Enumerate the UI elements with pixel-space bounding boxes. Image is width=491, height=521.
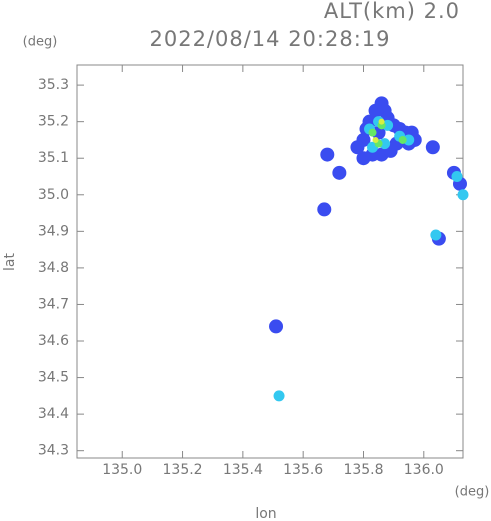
y-tick-label: 34.4 [38, 406, 69, 422]
echo-point [457, 189, 469, 201]
y-tick-label: 35.3 [38, 77, 69, 93]
echo-point [382, 119, 394, 131]
echo-point [332, 165, 347, 180]
echo-point [273, 390, 285, 402]
echo-point [317, 202, 332, 217]
plot-frame [76, 64, 464, 459]
echo-point [368, 128, 377, 137]
echo-point [425, 140, 440, 155]
altitude-label: ALT(km) 2.0 [324, 0, 460, 23]
x-tick-label: 135.6 [283, 462, 323, 478]
x-unit: (deg) [455, 485, 490, 500]
x-tick-label: 136.0 [404, 462, 444, 478]
y-tick-label: 34.8 [38, 260, 69, 276]
y-tick-label: 35.1 [38, 150, 69, 166]
y-tick-label: 34.5 [38, 370, 69, 386]
echo-point [320, 147, 335, 162]
y-tick-label: 35.0 [38, 187, 69, 203]
y-axis-label: lat [2, 253, 18, 271]
y-tick-label: 34.7 [38, 296, 69, 312]
y-tick-label: 34.9 [38, 223, 69, 239]
echo-point [269, 319, 284, 334]
chart-title: 2022/08/14 20:28:19 [149, 27, 390, 51]
y-unit: (deg) [23, 35, 58, 50]
echo-point [451, 171, 463, 183]
x-tick-label: 135.0 [102, 462, 142, 478]
x-tick-label: 135.4 [223, 462, 263, 478]
y-tick-label: 35.2 [38, 114, 69, 130]
echo-point [430, 229, 442, 241]
y-tick-label: 34.6 [38, 333, 69, 349]
x-axis-label: lon [255, 506, 276, 521]
x-tick-label: 135.2 [163, 462, 203, 478]
y-tick-label: 34.3 [38, 443, 69, 459]
x-tick-label: 135.8 [343, 462, 383, 478]
echo-point [403, 134, 415, 146]
echo-point [350, 140, 365, 155]
echo-point [372, 136, 379, 143]
echo-point [378, 118, 385, 125]
echo-point [379, 138, 391, 150]
echo-point [398, 135, 407, 144]
